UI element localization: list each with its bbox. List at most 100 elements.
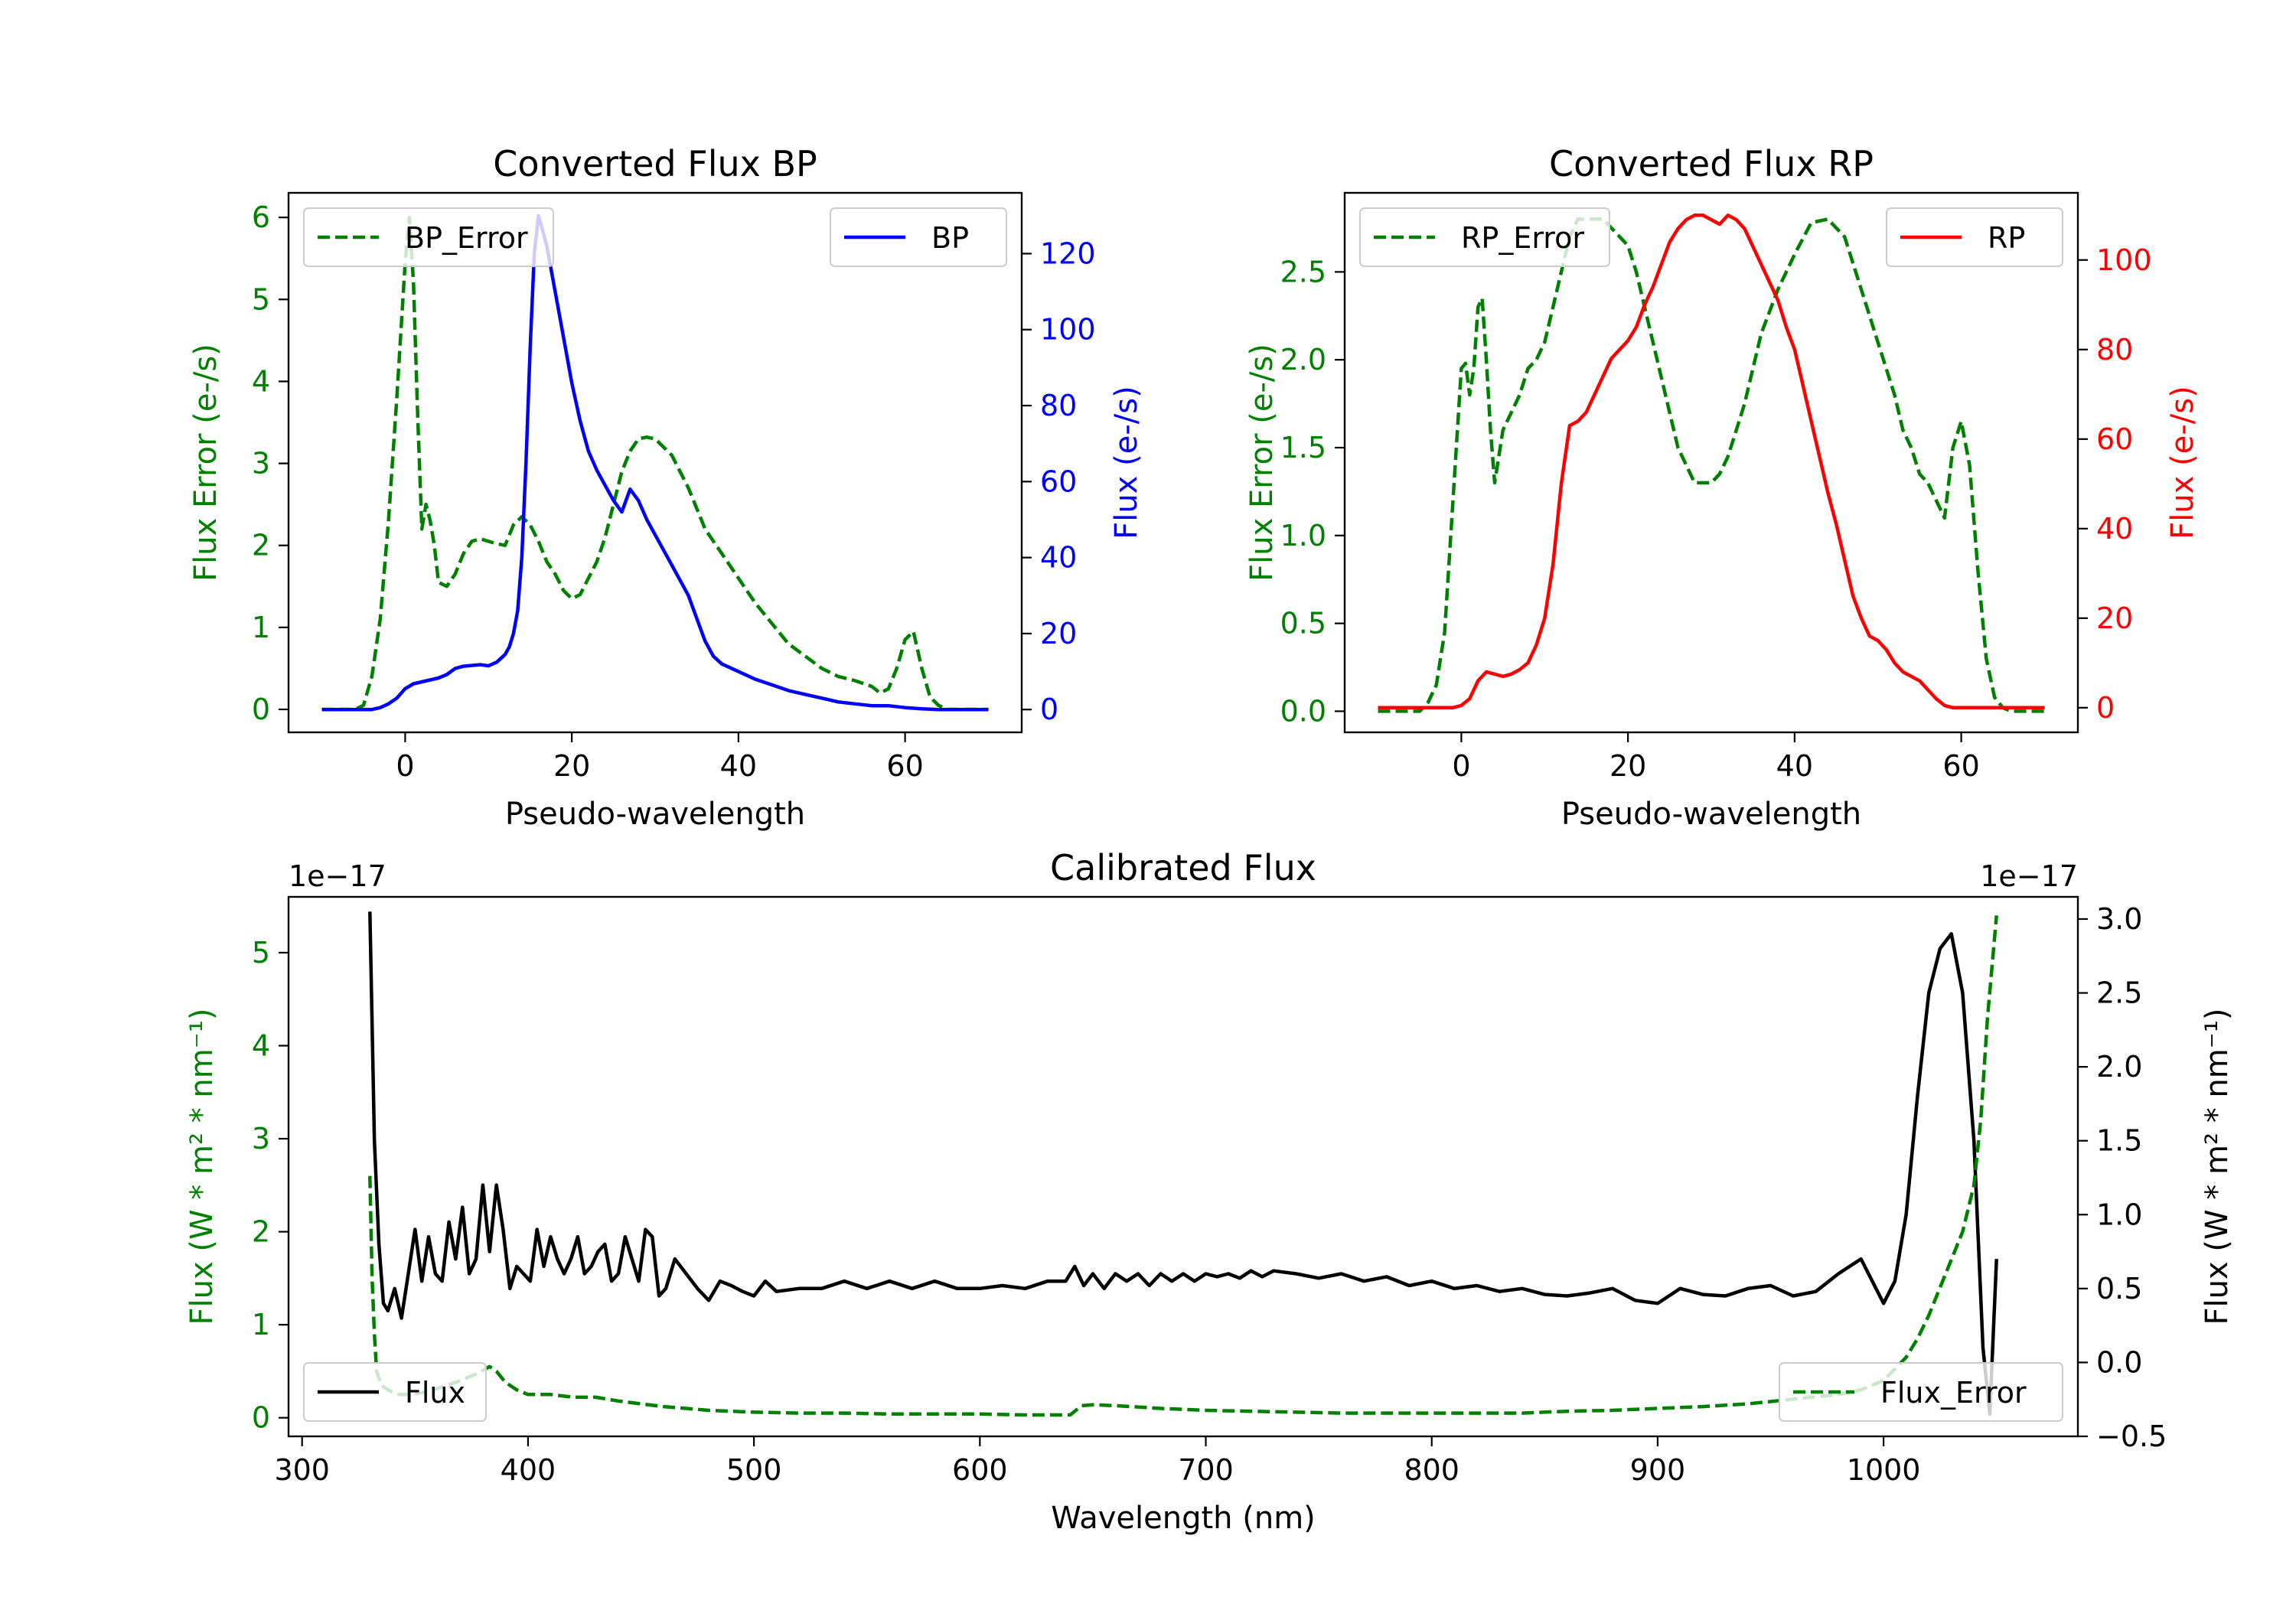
subplot-title: Converted Flux RP xyxy=(1549,143,1874,184)
y-right-tick-label: 20 xyxy=(1040,617,1077,650)
y-right-tick-label: 2.0 xyxy=(2096,1050,2142,1084)
legend-box xyxy=(303,1362,487,1422)
series-line-bp-error xyxy=(321,215,989,712)
axes-frame xyxy=(287,191,1023,734)
series-line-bp xyxy=(321,214,989,712)
legend-rp-error: RP_Error xyxy=(1359,207,1610,267)
legend-flux-error: Flux_Error xyxy=(1779,1362,2063,1422)
legend-bp-error: BP_Error xyxy=(303,207,554,267)
y-right-tick-label: −0.5 xyxy=(2096,1420,2167,1453)
y-right-tick-label: 1.0 xyxy=(2096,1198,2142,1231)
plot-area xyxy=(1378,214,2045,713)
y-right-tick-label: 0.5 xyxy=(2096,1272,2142,1305)
legend-box xyxy=(1359,207,1610,267)
legend-box xyxy=(1779,1362,2063,1422)
y-left-axis-label: Flux (W * m² * nm⁻¹) xyxy=(184,1009,220,1325)
y-right-tick-label: 2.5 xyxy=(2096,976,2142,1010)
y-right-tick-label: 0 xyxy=(1040,693,1058,726)
y-left-tick-label: 2 xyxy=(252,1215,270,1249)
subplot-title: Calibrated Flux xyxy=(1050,847,1316,888)
y-left-tick-label: 1 xyxy=(252,1308,270,1341)
series-line-rp-error xyxy=(1378,217,2045,713)
y-left-tick-label: 2.0 xyxy=(1280,343,1326,376)
x-tick-label: 500 xyxy=(726,1453,782,1487)
axes-frame xyxy=(287,895,2079,1438)
subplot-3: 300 400 500 600 700 800 900 1000 Wavelength (nm)… xyxy=(184,847,2235,1536)
y-right-tick-label: 100 xyxy=(1040,313,1096,347)
legend-label: RP_Error xyxy=(1461,221,1584,255)
y-left-tick-label: 1.5 xyxy=(1280,431,1326,464)
x-tick-label: 60 xyxy=(886,749,923,783)
plot-area xyxy=(368,911,1998,1417)
legend-label: Flux xyxy=(405,1376,465,1410)
x-tick-label: 40 xyxy=(1776,749,1813,783)
x-tick-label: 300 xyxy=(274,1453,330,1487)
series-line-flux xyxy=(368,911,1998,1416)
y-left-tick-label: 0 xyxy=(252,1401,270,1435)
y-left-tick-label: 2 xyxy=(252,529,270,562)
legend-box xyxy=(1886,207,2063,267)
y-right-tick-label: 0.0 xyxy=(2096,1345,2142,1379)
y-left-tick-label: 6 xyxy=(252,200,270,234)
y-right-axis-label: Flux (W * m² * nm⁻¹) xyxy=(2200,1009,2235,1325)
subplot-title: Converted Flux BP xyxy=(493,143,817,184)
y-left-tick-label: 4 xyxy=(252,1028,270,1062)
legend-label: BP_Error xyxy=(405,221,528,255)
x-axis-label: Pseudo-wavelength xyxy=(505,797,805,832)
y-left-axis-label: Flux Error (e-/s) xyxy=(188,344,223,582)
y-right-tick-label: 40 xyxy=(1040,541,1077,575)
y-right-tick-label: 80 xyxy=(1040,389,1077,422)
y-right-tick-label: 120 xyxy=(1040,236,1096,270)
legend-box xyxy=(303,207,554,267)
legend-label: RP xyxy=(1988,221,2025,255)
plot-area xyxy=(321,214,989,712)
y-right-offset-text: 1e−17 xyxy=(1980,859,2078,893)
y-right-tick-label: 60 xyxy=(1040,464,1077,498)
x-tick-label: 400 xyxy=(501,1453,556,1487)
y-right-tick-label: 20 xyxy=(2096,601,2133,635)
subplot-1: 0 20 40 60Pseudo-wavelength0123456020406080… xyxy=(188,143,1144,832)
y-right-tick-label: 1.5 xyxy=(2096,1124,2142,1158)
y-left-tick-label: 3 xyxy=(252,447,270,481)
legend-bp: BP xyxy=(830,207,1007,267)
x-tick-label: 800 xyxy=(1404,1453,1459,1487)
series-line-flux-error xyxy=(368,915,1998,1417)
y-left-tick-label: 4 xyxy=(252,364,270,398)
x-axis-label: Pseudo-wavelength xyxy=(1561,797,1861,832)
legend-flux: Flux xyxy=(303,1362,487,1422)
y-left-tick-label: 0.5 xyxy=(1280,607,1326,641)
x-tick-label: 1000 xyxy=(1847,1453,1921,1487)
x-tick-label: 700 xyxy=(1178,1453,1234,1487)
y-right-tick-label: 100 xyxy=(2096,243,2152,277)
x-axis-label: Wavelength (nm) xyxy=(1051,1501,1316,1536)
y-left-tick-label: 0 xyxy=(252,693,270,726)
legend-rp: RP xyxy=(1886,207,2063,267)
y-right-tick-label: 3.0 xyxy=(2096,902,2142,936)
y-right-tick-label: 0 xyxy=(2096,691,2115,725)
y-left-tick-label: 0.0 xyxy=(1280,694,1326,728)
x-tick-label: 600 xyxy=(952,1453,1008,1487)
y-left-offset-text: 1e−17 xyxy=(289,859,386,893)
y-left-tick-label: 5 xyxy=(252,282,270,316)
series-line-rp xyxy=(1378,214,2045,710)
legend-label: BP xyxy=(931,221,969,255)
x-tick-label: 60 xyxy=(1942,749,1979,783)
y-right-tick-label: 60 xyxy=(2096,422,2133,456)
y-right-axis-label: Flux (e-/s) xyxy=(1109,386,1144,539)
legend-box xyxy=(830,207,1007,267)
y-right-axis-label: Flux (e-/s) xyxy=(2165,386,2200,539)
y-right-tick-label: 40 xyxy=(2096,512,2133,546)
subplot-2: 0 20 40 60 Pseudo-wavelength 0.0 0.5 1.0 1.5 2.0 2… xyxy=(1244,143,2200,832)
legend-label: Flux_Error xyxy=(1880,1376,2027,1410)
y-left-tick-label: 5 xyxy=(252,936,270,970)
x-tick-label: 40 xyxy=(720,749,757,783)
y-left-tick-label: 2.5 xyxy=(1280,255,1326,288)
x-tick-label: 20 xyxy=(1609,749,1646,783)
x-tick-label: 20 xyxy=(553,749,590,783)
x-tick-label: 0 xyxy=(396,749,414,783)
x-tick-label: 900 xyxy=(1630,1453,1686,1487)
y-left-tick-label: 1 xyxy=(252,611,270,644)
y-left-axis-label: Flux Error (e-/s) xyxy=(1244,344,1280,582)
y-left-tick-label: 1.0 xyxy=(1280,519,1326,553)
